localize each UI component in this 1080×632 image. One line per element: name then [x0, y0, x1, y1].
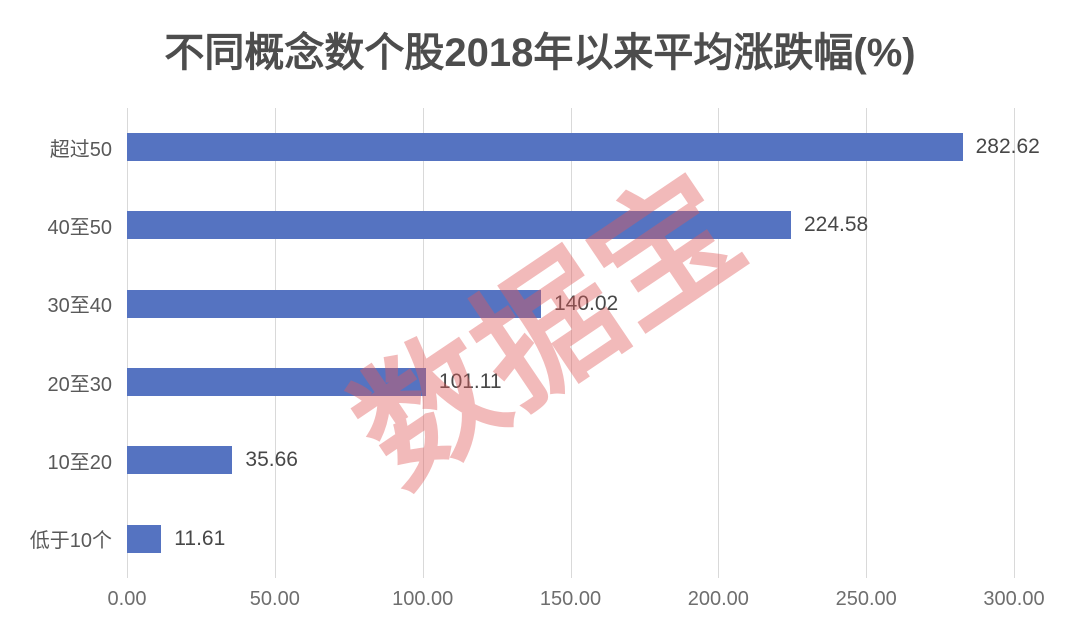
bar-area: 101.11: [127, 343, 1080, 421]
bar-area: 35.66: [127, 421, 1080, 499]
x-tick-label: 300.00: [983, 588, 1045, 610]
value-label: 224.58: [804, 213, 869, 237]
bar-rows: 超过50 282.62 40至50 224.58 30至40 140.02 20…: [0, 108, 1080, 578]
x-tick-label: 250.00: [835, 588, 897, 610]
value-label: 140.02: [554, 291, 619, 315]
gridline: [866, 108, 868, 578]
gridline: [127, 108, 128, 578]
value-label: 101.11: [438, 370, 502, 394]
bar-area: 224.58: [127, 186, 1080, 264]
gridline: [274, 108, 276, 578]
bar: [127, 211, 791, 240]
chart-title: 不同概念数个股2018年以来平均涨跌幅(%): [164, 31, 916, 75]
table-row: 超过50 282.62: [0, 108, 1080, 186]
table-row: 20至30 101.11: [0, 343, 1080, 421]
x-tick-label: 200.00: [687, 588, 749, 610]
table-row: 40至50 224.58: [0, 186, 1080, 264]
value-label: 35.66: [245, 448, 298, 472]
bar-area: 140.02: [127, 265, 1080, 343]
table-row: 10至20 35.66: [0, 421, 1080, 499]
bar: [127, 368, 426, 397]
category-label: 低于10个: [29, 530, 112, 553]
x-tick-label: 50.00: [249, 588, 300, 610]
category-label: 40至50: [47, 216, 113, 239]
gridline: [1014, 108, 1015, 578]
category-label: 30至40: [47, 295, 113, 318]
table-row: 30至40 140.02: [0, 265, 1080, 343]
gridline: [422, 108, 424, 578]
x-axis: 0.00 50.00 100.00 150.00 200.00 250.00 300.00: [0, 588, 1080, 620]
gridlines: [127, 108, 1015, 578]
bar-area: 11.61: [127, 500, 1080, 578]
bar: [127, 289, 541, 318]
value-label: 282.62: [975, 135, 1040, 159]
x-tick-label: 150.00: [539, 588, 602, 610]
bar-area: 282.62: [127, 108, 1080, 186]
bar: [127, 446, 233, 475]
x-tick-label: 0.00: [107, 588, 147, 610]
gridline: [570, 108, 572, 578]
gridline: [718, 108, 720, 578]
bar: [127, 133, 963, 162]
category-label: 超过50: [49, 138, 112, 161]
x-tick-label: 100.00: [392, 588, 454, 610]
category-label: 20至30: [47, 373, 113, 396]
plot-area: 超过50 282.62 40至50 224.58 30至40 140.02 20…: [0, 108, 1080, 578]
value-label: 11.61: [174, 526, 226, 550]
category-label: 10至20: [47, 451, 113, 474]
bar: [127, 524, 162, 553]
table-row: 低于10个 11.61: [0, 500, 1080, 578]
